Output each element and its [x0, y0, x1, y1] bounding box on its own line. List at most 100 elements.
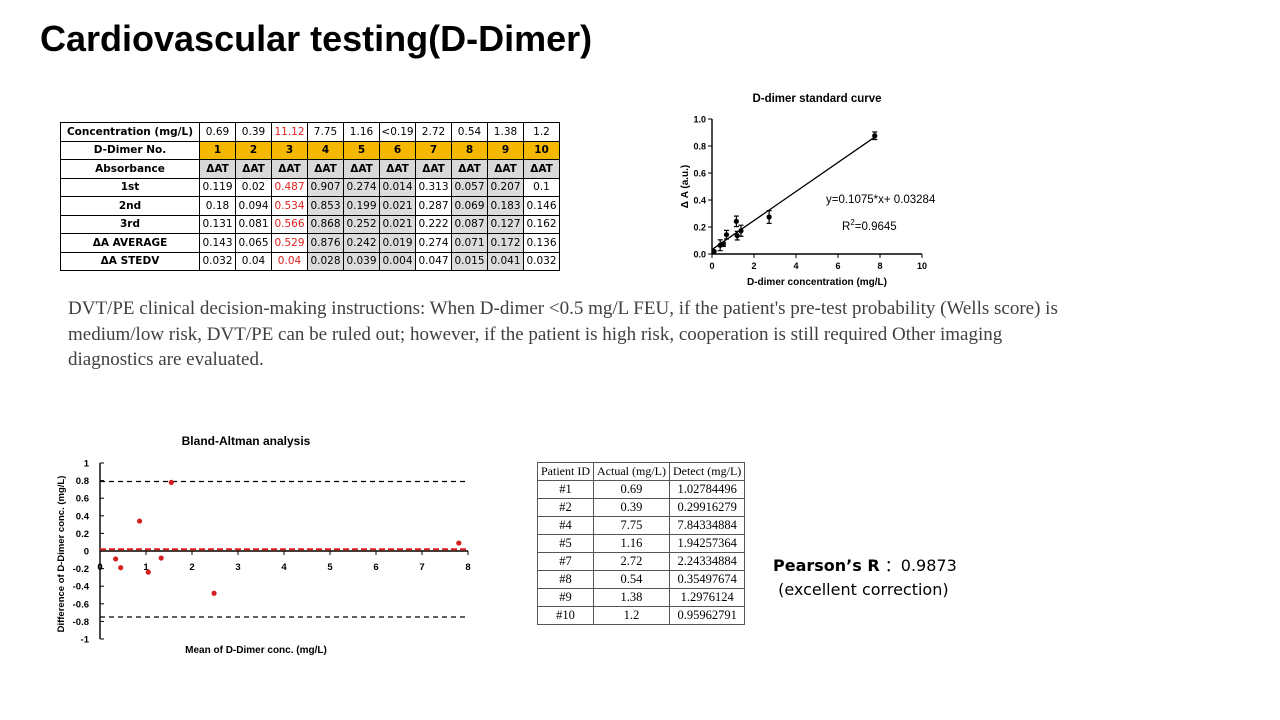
- chart-title: D-dimer standard curve: [752, 93, 881, 105]
- y-tick-label: 0.8: [76, 476, 89, 487]
- assay-cell: 0.54: [451, 122, 488, 142]
- y-tick-label: 1.0: [693, 115, 706, 125]
- x-tick-label: 10: [917, 261, 927, 271]
- data-point: [723, 232, 730, 238]
- assay-row-label: 1st: [60, 177, 200, 197]
- x-axis-label: D-dimer concentration (mg/L): [747, 277, 887, 288]
- assay-cell: 0.041: [487, 251, 524, 271]
- correlation-cell: #2: [537, 498, 594, 517]
- correlation-cell: 0.69: [593, 480, 670, 499]
- correlation-cell: #1: [537, 480, 594, 499]
- assay-row: D-Dimer No. 1 2 3 4 5 6 7 8 9 10: [60, 140, 560, 160]
- x-tick-label: 4: [281, 562, 287, 573]
- data-point: [733, 218, 739, 224]
- assay-cell: 0.39: [235, 122, 272, 142]
- correlation-row: #7 2.72 2.24334884: [537, 552, 746, 571]
- assay-cell: 0.146: [523, 196, 560, 216]
- r-squared-prefix: R: [842, 221, 850, 233]
- assay-row-label: ΔA AVERAGE: [60, 233, 200, 253]
- assay-table: Concentration (mg/L) 0.69 0.39 11.12 7.75 1.1…: [60, 122, 560, 271]
- y-tick-label: 0.4: [76, 511, 90, 522]
- assay-cell: 0.1: [523, 177, 560, 197]
- assay-cell: 0.143: [199, 233, 236, 253]
- y-tick-label: 0.0: [693, 250, 706, 260]
- bland-altman-chart: Bland-Altman analysis 1 0.8 0.6 0.4 0.2 0 -0.2 -…: [56, 434, 471, 656]
- y-tick-label: -0.6: [73, 599, 89, 610]
- x-axis-label: Mean of D-Dimer conc. (mg/L): [185, 645, 327, 656]
- pearson-separator: ：: [884, 556, 901, 575]
- data-point: [738, 228, 744, 234]
- data-point: [456, 540, 462, 546]
- assay-cell: 0.004: [379, 251, 416, 271]
- data-point: [145, 569, 151, 575]
- y-tick-label: 1: [84, 459, 90, 470]
- correlation-cell: #4: [537, 516, 594, 535]
- assay-cell: 0.039: [343, 251, 380, 271]
- assay-row-label: Concentration (mg/L): [60, 122, 200, 142]
- assay-cell: 0.313: [415, 177, 452, 197]
- assay-cell: 0.119: [199, 177, 236, 197]
- assay-row: Concentration (mg/L) 0.69 0.39 11.12 7.75 1.1…: [60, 122, 560, 142]
- y-axis-label: Δ A (a.u.): [680, 165, 691, 208]
- assay-cell: ΔAT: [199, 159, 236, 179]
- data-point: [766, 214, 772, 220]
- assay-cell: 0.087: [451, 214, 488, 234]
- chart-title: Bland-Altman analysis: [182, 434, 311, 448]
- x-tick-label: 2: [189, 562, 194, 573]
- assay-cell: 0.047: [415, 251, 452, 271]
- correlation-row: #2 0.39 0.29916279: [537, 498, 746, 517]
- x-tick-label: 0: [97, 562, 102, 573]
- correlation-cell: 0.95962791: [668, 606, 746, 625]
- x-tick-label: 2: [751, 261, 756, 271]
- data-point: [711, 248, 717, 255]
- y-axis-label: Difference of D-Dimer conc. (mg/L): [56, 476, 67, 633]
- assay-row-label: ΔA STEDV: [60, 251, 200, 271]
- x-tick-label: 4: [793, 261, 798, 271]
- assay-cell: ΔAT: [343, 159, 380, 179]
- assay-cell: 1.38: [487, 122, 524, 142]
- assay-cell: 0.868: [307, 214, 344, 234]
- assay-cell: 0.032: [199, 251, 236, 271]
- assay-cell: 0.021: [379, 196, 416, 216]
- data-point: [158, 555, 164, 561]
- assay-cell: ΔAT: [523, 159, 560, 179]
- assay-cell: 0.057: [451, 177, 488, 197]
- correlation-cell: 0.35497674: [668, 570, 746, 589]
- pearson-value: 0.9873: [900, 556, 957, 575]
- correlation-row: #1 0.69 1.02784496: [537, 480, 746, 499]
- assay-cell: 2.72: [415, 122, 452, 142]
- y-tick-label: -0.2: [73, 564, 89, 575]
- assay-cell: 0.04: [235, 251, 272, 271]
- assay-row: Absorbance ΔAT ΔAT ΔAT ΔAT ΔAT ΔAT ΔAT ΔAT ΔAT ΔAT: [60, 159, 560, 179]
- assay-cell: 0.071: [451, 233, 488, 253]
- assay-row: ΔA STEDV 0.032 0.04 0.04 0.028 0.039 0.004 0.04…: [60, 251, 560, 271]
- assay-cell: 0.028: [307, 251, 344, 271]
- assay-cell: 1.2: [523, 122, 560, 142]
- x-tick-label: 6: [835, 261, 840, 271]
- assay-cell: 0.199: [343, 196, 380, 216]
- correlation-cell: #9: [537, 588, 594, 607]
- correlation-table: Patient ID Actual (mg/L) Detect (mg/L) #1 0…: [537, 462, 746, 625]
- assay-cell: 0.021: [379, 214, 416, 234]
- correlation-cell: 1.2976124: [668, 588, 746, 607]
- assay-cell: 0.032: [523, 251, 560, 271]
- assay-row: 1st 0.119 0.02 0.487 0.907 0.274 0.014 0.313 0.0…: [60, 177, 560, 197]
- correlation-cell: 1.38: [593, 588, 670, 607]
- correlation-header: Patient ID: [537, 462, 594, 481]
- correlation-cell: 2.24334884: [668, 552, 746, 571]
- correlation-cell: #10: [537, 606, 594, 625]
- y-tick-label: -0.8: [73, 617, 89, 628]
- data-point: [720, 241, 726, 248]
- data-point: [113, 556, 119, 562]
- r-squared-value: =0.9645: [855, 221, 897, 233]
- correlation-cell: 2.72: [593, 552, 670, 571]
- assay-cell: 0.127: [487, 214, 524, 234]
- assay-row-label: Absorbance: [60, 159, 200, 179]
- assay-row: 3rd 0.131 0.081 0.566 0.868 0.252 0.021 0.222 0.…: [60, 214, 560, 234]
- y-tick-label: 0.6: [76, 494, 89, 505]
- correlation-cell: #8: [537, 570, 594, 589]
- r-squared: R2=0.9645: [842, 218, 897, 233]
- assay-cell: ΔAT: [307, 159, 344, 179]
- x-tick-label: 6: [373, 562, 378, 573]
- y-tick-label: -1: [81, 635, 90, 646]
